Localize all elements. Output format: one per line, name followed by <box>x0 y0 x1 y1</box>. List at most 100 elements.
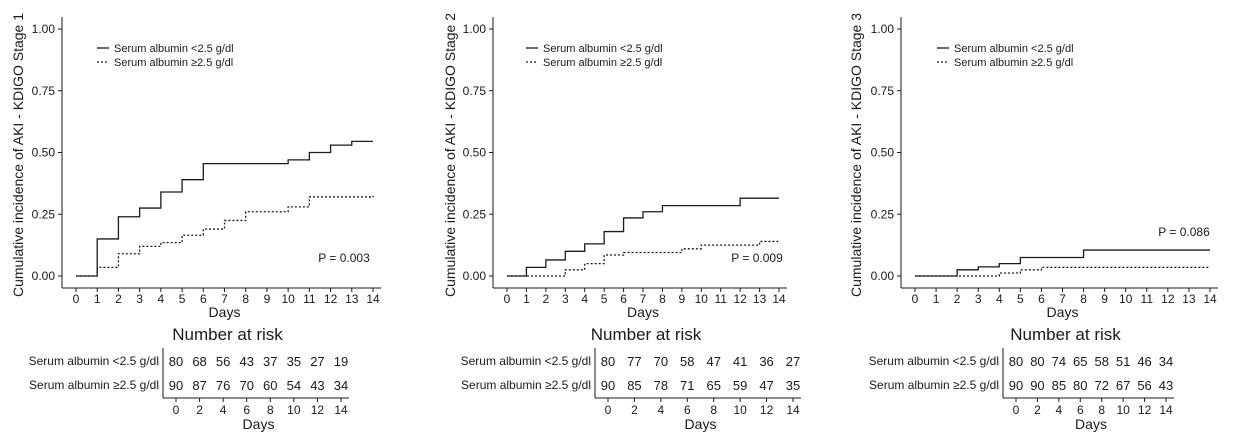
x-tick-label: 3 <box>562 292 569 306</box>
x-tick-label: 12 <box>1161 292 1175 306</box>
legend-label: Serum albumin ≥2.5 g/dl <box>543 57 662 69</box>
risk-count: 41 <box>733 354 747 369</box>
x-tick-label: 5 <box>179 292 186 306</box>
risk-count: 68 <box>192 354 206 369</box>
risk-row-label: Serum albumin ≥2.5 g/dl <box>869 378 999 392</box>
risk-count: 58 <box>680 354 694 369</box>
risk-count: 80 <box>601 354 615 369</box>
risk-count: 19 <box>334 354 348 369</box>
risk-table-title: Number at risk <box>1010 325 1121 344</box>
risk-x-axis-title: Days <box>685 416 717 432</box>
x-tick-label: 3 <box>975 292 982 306</box>
x-tick-label: 12 <box>733 292 747 306</box>
y-axis-title: Cumulative incidence of AKI - KDIGO Stag… <box>10 13 26 297</box>
risk-count: 43 <box>239 354 253 369</box>
risk-count: 71 <box>680 378 694 393</box>
y-tick-label: 1.00 <box>871 22 895 36</box>
risk-count: 85 <box>1052 378 1066 393</box>
x-tick-label: 10 <box>1119 292 1133 306</box>
risk-x-tick-label: 12 <box>311 403 325 417</box>
series-line-albumin-high <box>76 195 374 277</box>
risk-count: 80 <box>1009 354 1023 369</box>
y-tick-label: 0.50 <box>871 146 895 160</box>
risk-count: 85 <box>627 378 641 393</box>
risk-x-tick-label: 0 <box>1013 403 1020 417</box>
x-tick-label: 0 <box>912 292 919 306</box>
x-tick-label: 9 <box>679 292 686 306</box>
x-tick-label: 13 <box>753 292 767 306</box>
x-tick-label: 13 <box>345 292 359 306</box>
risk-row-label: Serum albumin <2.5 g/dl <box>29 354 159 368</box>
y-tick-label: 0.25 <box>463 207 487 221</box>
x-tick-label: 14 <box>772 292 786 306</box>
risk-count: 34 <box>1159 354 1173 369</box>
risk-count: 51 <box>1116 354 1130 369</box>
risk-count: 90 <box>1030 378 1044 393</box>
series-line-albumin-low <box>915 249 1210 277</box>
risk-x-tick-label: 4 <box>220 403 227 417</box>
risk-count: 90 <box>601 378 615 393</box>
p-value-label: P = 0.086 <box>1158 225 1210 239</box>
risk-count: 37 <box>263 354 277 369</box>
y-tick-label: 0.50 <box>463 146 487 160</box>
x-tick-label: 6 <box>200 292 207 306</box>
x-tick-label: 7 <box>221 292 228 306</box>
risk-count: 70 <box>239 378 253 393</box>
chart-panel-1: 0.000.250.500.751.000 1 2 3 4 5 6 7 8 9 10 11 12 13 14… <box>10 13 381 432</box>
risk-x-tick-label: 2 <box>631 403 638 417</box>
risk-count: 76 <box>216 378 230 393</box>
x-tick-label: 7 <box>1059 292 1066 306</box>
risk-count: 65 <box>706 378 720 393</box>
risk-count: 56 <box>1137 378 1151 393</box>
risk-row-label: Serum albumin <2.5 g/dl <box>461 354 591 368</box>
risk-count: 65 <box>1073 354 1087 369</box>
risk-x-tick-label: 0 <box>173 403 180 417</box>
risk-count: 78 <box>654 378 668 393</box>
risk-count: 27 <box>786 354 800 369</box>
p-value-label: P = 0.009 <box>731 251 783 265</box>
x-tick-label: 2 <box>543 292 550 306</box>
risk-row-label: Serum albumin ≥2.5 g/dl <box>461 378 591 392</box>
x-tick-label: 0 <box>504 292 511 306</box>
y-tick-label: 0.75 <box>871 84 895 98</box>
risk-count: 77 <box>627 354 641 369</box>
risk-x-tick-label: 10 <box>287 403 301 417</box>
x-tick-label: 4 <box>158 292 165 306</box>
y-tick-label: 0.75 <box>463 84 487 98</box>
risk-count: 80 <box>1073 378 1087 393</box>
risk-count: 47 <box>759 378 773 393</box>
risk-x-tick-label: 12 <box>1138 403 1152 417</box>
risk-count: 72 <box>1094 378 1108 393</box>
legend-label: Serum albumin <2.5 g/dl <box>954 43 1074 55</box>
risk-count: 80 <box>1030 354 1044 369</box>
y-tick-label: 0.25 <box>32 207 56 221</box>
risk-count: 70 <box>654 354 668 369</box>
p-value-label: P = 0.003 <box>318 251 370 265</box>
x-tick-label: 1 <box>933 292 940 306</box>
x-tick-label: 1 <box>94 292 101 306</box>
risk-x-tick-label: 2 <box>1034 403 1041 417</box>
risk-x-tick-label: 0 <box>605 403 612 417</box>
risk-count: 67 <box>1116 378 1130 393</box>
risk-x-axis-title: Days <box>1075 416 1107 432</box>
y-tick-label: 0.00 <box>32 269 56 283</box>
x-axis-title: Days <box>1047 304 1079 320</box>
legend-label: Serum albumin ≥2.5 g/dl <box>114 57 233 69</box>
risk-row-label: Serum albumin <2.5 g/dl <box>869 354 999 368</box>
x-tick-label: 6 <box>1038 292 1045 306</box>
x-tick-label: 0 <box>73 292 80 306</box>
risk-count: 56 <box>216 354 230 369</box>
risk-x-tick-label: 2 <box>196 403 203 417</box>
x-tick-label: 11 <box>1141 292 1154 306</box>
risk-count: 59 <box>733 378 747 393</box>
risk-x-tick-label: 8 <box>710 403 717 417</box>
x-tick-label: 9 <box>264 292 271 306</box>
risk-count: 27 <box>310 354 324 369</box>
x-tick-label: 10 <box>695 292 709 306</box>
x-tick-label: 13 <box>1182 292 1196 306</box>
x-tick-label: 10 <box>281 292 295 306</box>
x-axis-title: Days <box>209 304 241 320</box>
y-axis-title: Cumulative incidence of AKI - KDIGO Stag… <box>442 13 458 297</box>
risk-x-tick-label: 6 <box>684 403 691 417</box>
